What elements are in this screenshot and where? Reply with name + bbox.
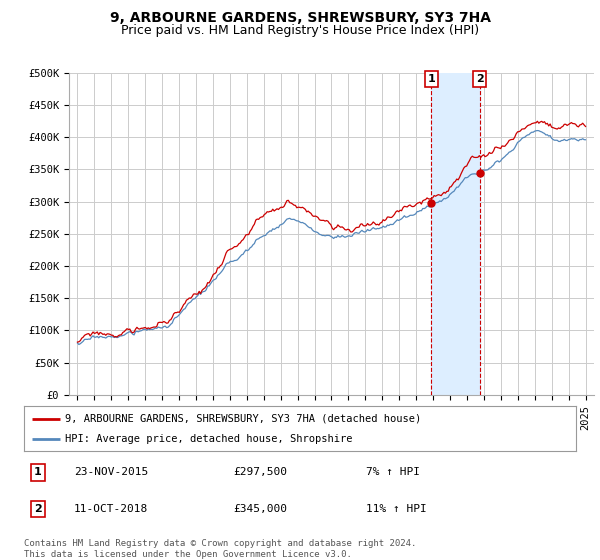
Bar [431,73,479,395]
Text: 23-NOV-2015: 23-NOV-2015 [74,468,148,478]
Text: Contains HM Land Registry data © Crown copyright and database right 2024.
This d: Contains HM Land Registry data © Crown c… [24,539,416,559]
Text: HPI: Average price, detached house, Shropshire: HPI: Average price, detached house, Shro… [65,434,353,444]
Text: Price paid vs. HM Land Registry's House Price Index (HPI): Price paid vs. HM Land Registry's House … [121,24,479,36]
Text: 2: 2 [34,504,41,514]
Text: 9, ARBOURNE GARDENS, SHREWSBURY, SY3 7HA: 9, ARBOURNE GARDENS, SHREWSBURY, SY3 7HA [110,11,491,25]
Text: 2: 2 [476,74,484,84]
Text: £297,500: £297,500 [234,468,288,478]
Text: 1: 1 [34,468,41,478]
Text: 9, ARBOURNE GARDENS, SHREWSBURY, SY3 7HA (detached house): 9, ARBOURNE GARDENS, SHREWSBURY, SY3 7HA… [65,413,422,423]
Text: 11-OCT-2018: 11-OCT-2018 [74,504,148,514]
Text: £345,000: £345,000 [234,504,288,514]
Text: 7% ↑ HPI: 7% ↑ HPI [366,468,420,478]
Text: 1: 1 [428,74,435,84]
Text: 11% ↑ HPI: 11% ↑ HPI [366,504,427,514]
